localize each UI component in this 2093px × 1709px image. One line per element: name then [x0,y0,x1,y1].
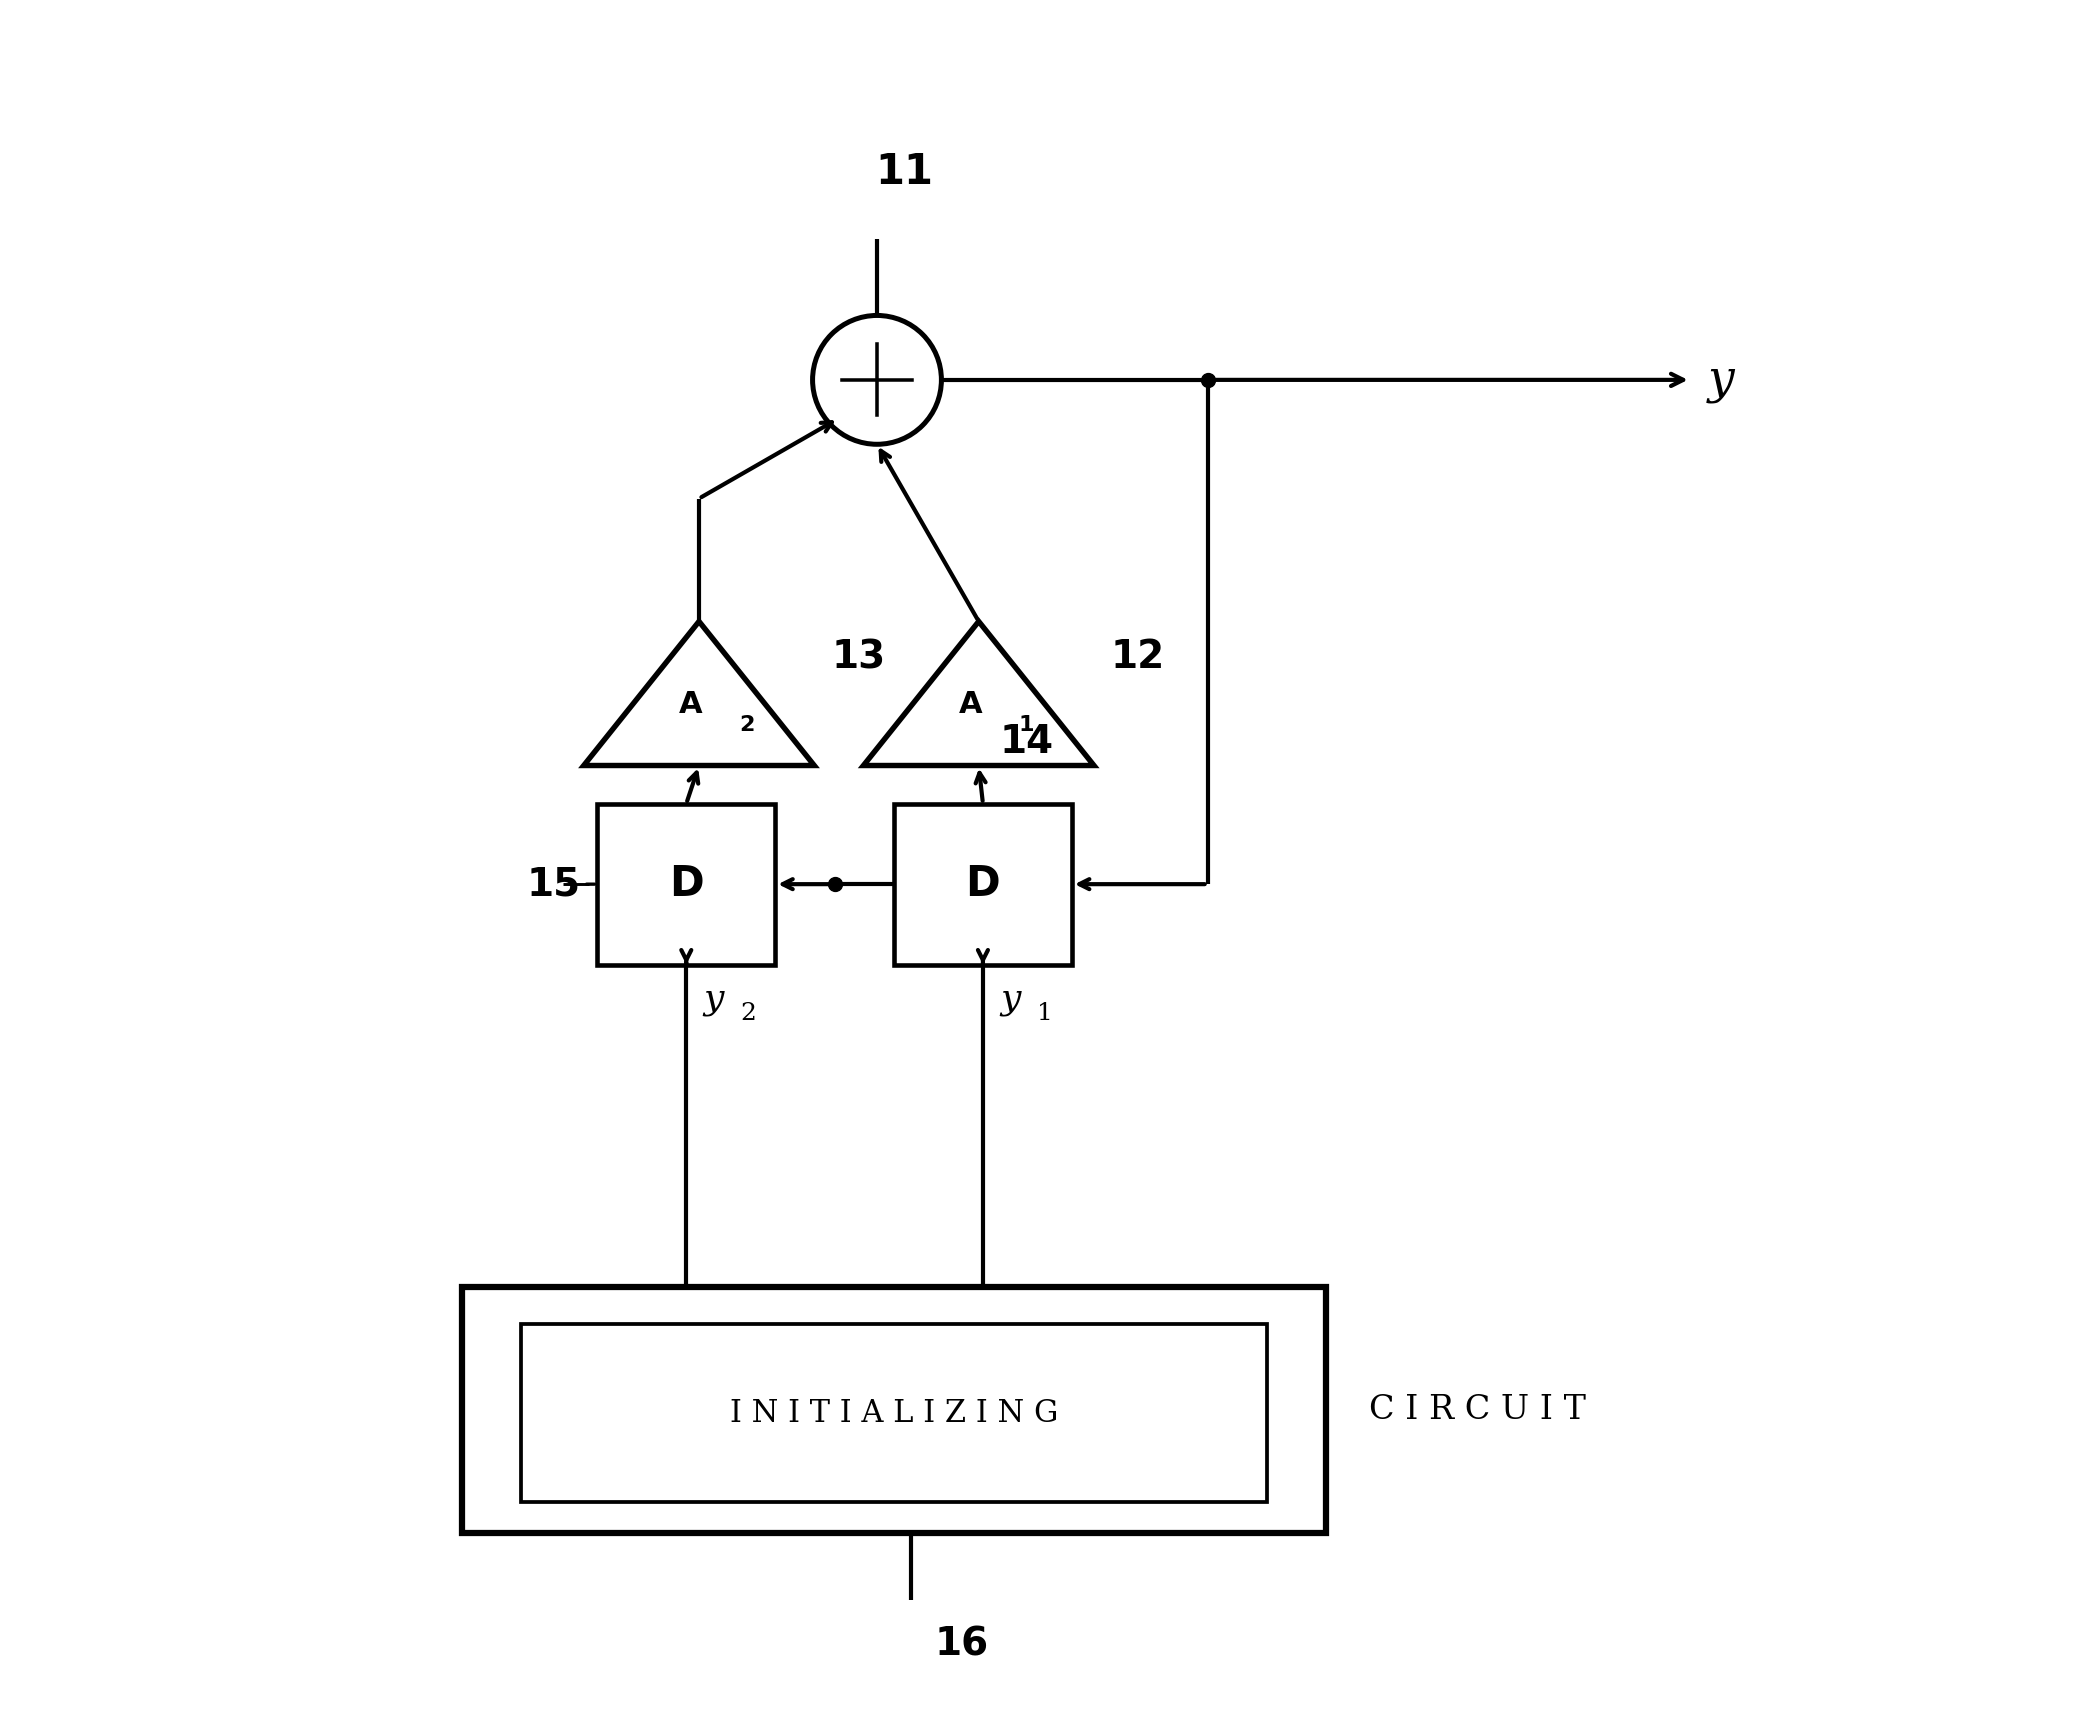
Text: 11: 11 [875,152,933,193]
Text: 1: 1 [1019,714,1034,735]
Text: 12: 12 [1111,637,1166,677]
Text: 16: 16 [936,1625,988,1665]
Text: 2: 2 [741,1001,756,1025]
Text: 2: 2 [739,714,753,735]
Text: A: A [678,690,703,719]
Text: D: D [965,863,1000,906]
Text: 13: 13 [831,637,885,677]
Text: A: A [959,690,982,719]
Text: 1: 1 [1038,1001,1053,1025]
Text: C I R C U I T: C I R C U I T [1369,1393,1586,1425]
Text: 15: 15 [525,865,580,902]
Text: I N I T I A L I Z I N G: I N I T I A L I Z I N G [730,1398,1059,1429]
Text: y: y [703,981,724,1015]
Text: D: D [670,863,703,906]
Text: y: y [1708,357,1735,403]
Text: y: y [1000,981,1019,1015]
Text: 14: 14 [1000,723,1055,761]
